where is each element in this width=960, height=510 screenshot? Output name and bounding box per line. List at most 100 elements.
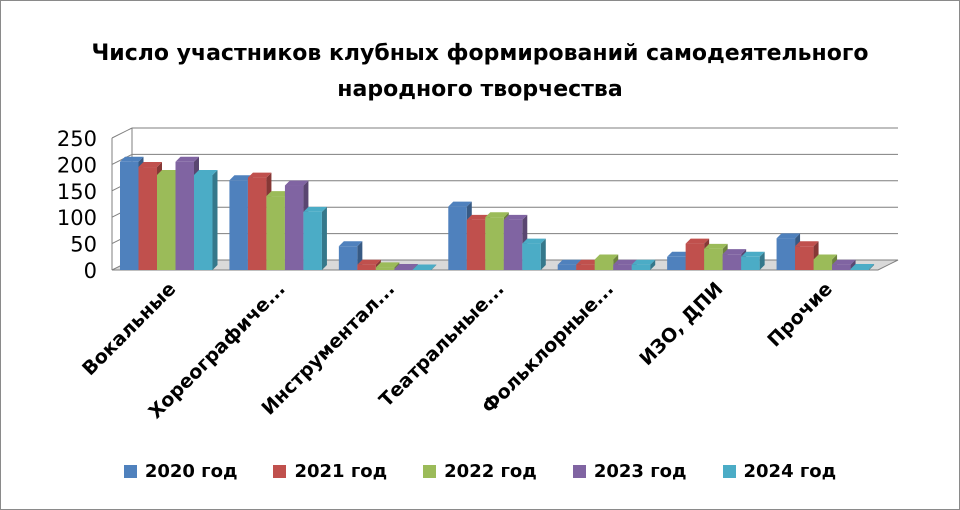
- y-tick-label: 50: [70, 233, 97, 257]
- y-tick-label: 0: [84, 259, 97, 283]
- bar: [576, 264, 595, 270]
- bar-side: [540, 238, 546, 270]
- legend-swatch: [273, 464, 287, 478]
- bar-side: [869, 263, 875, 270]
- bar: [357, 264, 376, 270]
- legend-label: 2020 год: [144, 460, 238, 482]
- legend-label: 2022 год: [444, 460, 537, 482]
- bar-side: [650, 259, 656, 270]
- bar-top: [722, 249, 747, 255]
- legend-swatch: [572, 464, 586, 478]
- legend-item: 2020 год: [123, 460, 238, 482]
- bar-top: [795, 241, 819, 247]
- bar-side: [212, 169, 218, 270]
- bar-top: [266, 191, 290, 197]
- bar-side: [321, 206, 327, 270]
- legend-swatch: [423, 464, 437, 478]
- bar-top: [284, 180, 309, 186]
- bar-top: [194, 169, 218, 175]
- legend-swatch: [722, 464, 736, 478]
- bar-top: [229, 175, 253, 181]
- bar: [266, 196, 285, 270]
- bar-top: [522, 238, 546, 244]
- bar: [175, 161, 194, 270]
- bar-top: [303, 206, 327, 212]
- legend-label: 2023 год: [593, 460, 687, 482]
- chart-title-line-1: Число участников клубных формирований са…: [91, 41, 869, 66]
- legend-swatch: [123, 464, 137, 478]
- x-tick-label: ИЗО, ДПИ: [635, 278, 727, 370]
- bar: [594, 259, 614, 270]
- bar-side: [850, 259, 856, 270]
- bar-top: [357, 259, 381, 265]
- bar: [613, 264, 632, 270]
- bar: [850, 268, 870, 270]
- bar: [157, 174, 176, 270]
- bar-top: [375, 262, 400, 268]
- bar-top: [485, 212, 509, 218]
- bar: [303, 211, 322, 270]
- bar: [685, 243, 705, 270]
- bar-top: [120, 156, 144, 162]
- bar-top: [138, 162, 162, 168]
- bar-side: [759, 251, 765, 270]
- bar: [722, 254, 742, 270]
- bar: [284, 185, 304, 270]
- bar: [412, 269, 432, 270]
- bar-top: [613, 259, 637, 265]
- bar: [704, 248, 723, 270]
- legend-item: 2023 год: [572, 460, 687, 482]
- bar-top: [685, 238, 710, 244]
- bar-top: [741, 251, 765, 257]
- chart-title: Число участников клубных формирований са…: [0, 36, 960, 108]
- bar-top: [394, 263, 418, 269]
- bar-top: [338, 241, 363, 247]
- legend-item: 2022 год: [423, 461, 537, 482]
- x-tick-label: Прочие: [763, 278, 836, 351]
- bar-top: [557, 259, 582, 265]
- bar: [557, 264, 577, 270]
- gridline-side: [111, 127, 133, 139]
- y-tick-label: 200: [57, 153, 97, 177]
- gridline-side: [111, 153, 133, 165]
- bar: [448, 206, 467, 270]
- bar: [741, 256, 760, 270]
- bar: [522, 243, 541, 270]
- legend-item: 2024 год: [722, 461, 836, 482]
- bar: [394, 268, 413, 270]
- chart-title-line-2: народного творчества: [337, 77, 623, 102]
- bar: [247, 177, 267, 270]
- bar: [667, 256, 686, 270]
- legend-item: 2021 год: [273, 461, 387, 482]
- legend-label: 2021 год: [294, 460, 388, 482]
- bar: [813, 259, 833, 270]
- chart-legend: 2020 год 2021 год 2022 год 2023 год 2024 год: [0, 456, 960, 486]
- bar: [466, 219, 486, 270]
- bar: [795, 246, 814, 270]
- bar-top: [247, 172, 272, 178]
- bar-top: [503, 214, 528, 220]
- bar-top: [157, 169, 181, 175]
- y-tick-label: 150: [57, 180, 97, 204]
- x-tick-label: Вокальные: [78, 278, 180, 380]
- bar-top: [466, 214, 491, 220]
- y-tick-label: 250: [57, 127, 97, 151]
- bar-side: [431, 264, 437, 270]
- bar-top: [631, 259, 656, 265]
- bar-top: [594, 254, 619, 260]
- bar-top: [850, 263, 875, 269]
- bar: [485, 217, 504, 270]
- bar-top: [175, 156, 199, 162]
- bar: [229, 180, 248, 270]
- bar-top: [448, 201, 472, 207]
- bar-top: [412, 264, 437, 270]
- bar: [375, 267, 395, 270]
- bar: [138, 167, 157, 270]
- bar: [832, 264, 851, 270]
- bar: [338, 246, 358, 270]
- bar-top: [667, 251, 691, 257]
- bar-top: [576, 259, 600, 265]
- bar: [194, 174, 213, 270]
- bar: [631, 264, 651, 270]
